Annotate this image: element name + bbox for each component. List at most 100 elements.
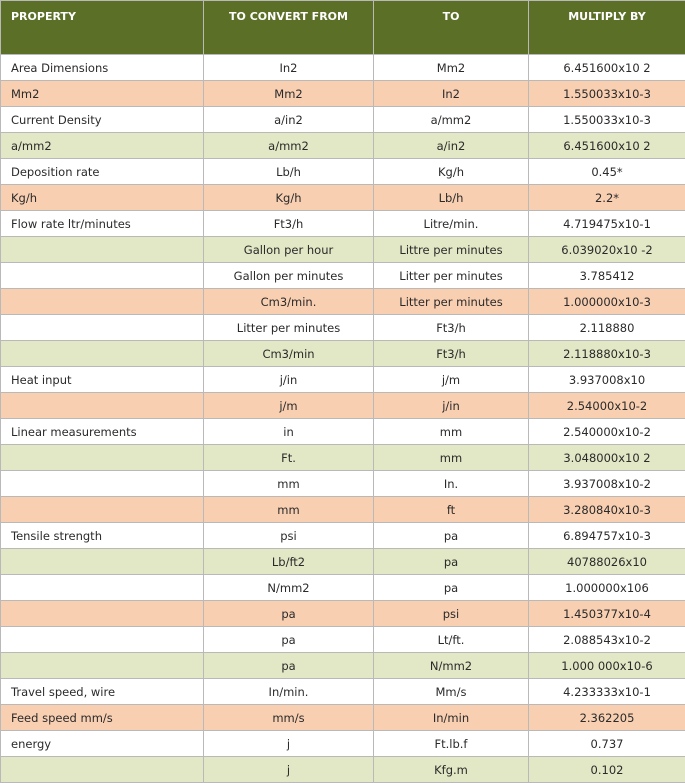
table-cell: pa <box>203 626 374 653</box>
table-cell: a/in2 <box>373 132 529 159</box>
table-cell <box>0 548 204 575</box>
table-cell: psi <box>373 600 529 627</box>
table-cell: N/mm2 <box>373 652 529 679</box>
table-cell: Gallon per hour <box>203 236 374 263</box>
table-cell: In/min <box>373 704 529 731</box>
table-cell: 6.039020x10 -2 <box>528 236 685 263</box>
table-cell: 3.937008x10-2 <box>528 470 685 497</box>
table-cell: Deposition rate <box>0 158 204 185</box>
table-row: a/mm2 a/mm2 a/in2 6.451600x10 2 <box>0 132 685 159</box>
table-row: Litter per minutes Ft3/h 2.118880 <box>0 314 685 341</box>
table-cell <box>0 392 204 419</box>
table-row: Gallon per hour Littre per minutes 6.03902… <box>0 236 685 263</box>
table-cell: 6.894757x10-3 <box>528 522 685 549</box>
header-row: PROPERTY TO CONVERT FROM TO MULTIPLY BY <box>0 0 685 55</box>
table-cell: Lt/ft. <box>373 626 529 653</box>
table-cell: mm <box>203 496 374 523</box>
table-row: energy j Ft.lb.f 0.737 <box>0 730 685 757</box>
table-cell: 0.102 <box>528 756 685 783</box>
table-cell: pa <box>203 652 374 679</box>
table-cell: 1.000 000x10-6 <box>528 652 685 679</box>
table-cell: Ft. <box>203 444 374 471</box>
table-row: j/m j/in 2.54000x10-2 <box>0 392 685 419</box>
table-cell: 3.280840x10-3 <box>528 496 685 523</box>
table-cell: 2.54000x10-2 <box>528 392 685 419</box>
table-row: Travel speed, wire In/min. Mm/s 4.233333x10… <box>0 678 685 705</box>
table-cell: N/mm2 <box>203 574 374 601</box>
table-cell: 3.785412 <box>528 262 685 289</box>
table-cell: pa <box>203 600 374 627</box>
table-cell: Ft3/h <box>373 340 529 367</box>
table-cell: Kg/h <box>373 158 529 185</box>
table-cell: 0.45* <box>528 158 685 185</box>
table-cell: j/m <box>373 366 529 393</box>
table-cell: 3.937008x10 <box>528 366 685 393</box>
table-row: pa psi 1.450377x10-4 <box>0 600 685 627</box>
table-row: pa Lt/ft. 2.088543x10-2 <box>0 626 685 653</box>
table-cell: Ft3/h <box>203 210 374 237</box>
table-cell: j <box>203 730 374 757</box>
header-cell: PROPERTY <box>0 0 204 55</box>
table-cell: j/m <box>203 392 374 419</box>
table-cell: 2.118880 <box>528 314 685 341</box>
table-cell: In2 <box>373 80 529 107</box>
table-cell: Current Density <box>0 106 204 133</box>
table-cell: In. <box>373 470 529 497</box>
table-cell: 6.451600x10 2 <box>528 54 685 81</box>
table-cell: mm/s <box>203 704 374 731</box>
table-cell: 2.362205 <box>528 704 685 731</box>
table-cell: j/in <box>203 366 374 393</box>
table-cell: 2.540000x10-2 <box>528 418 685 445</box>
table-cell: In2 <box>203 54 374 81</box>
table-cell: 3.048000x10 2 <box>528 444 685 471</box>
table-cell <box>0 444 204 471</box>
table-cell: Gallon per minutes <box>203 262 374 289</box>
table-cell: Flow rate ltr/minutes <box>0 210 204 237</box>
table-cell <box>0 626 204 653</box>
table-cell: 6.451600x10 2 <box>528 132 685 159</box>
table-row: mm ft 3.280840x10-3 <box>0 496 685 523</box>
table-row: Current Density a/in2 a/mm2 1.550033x10-3 <box>0 106 685 133</box>
table-cell: Litter per minutes <box>373 262 529 289</box>
table-cell: j <box>203 756 374 783</box>
table-cell <box>0 470 204 497</box>
table-cell <box>0 262 204 289</box>
table-cell: 1.000000x10-3 <box>528 288 685 315</box>
table-cell <box>0 496 204 523</box>
table-row: Gallon per minutes Litter per minutes 3.78… <box>0 262 685 289</box>
table-cell: pa <box>373 548 529 575</box>
table-row: Mm2 Mm2 In2 1.550033x10-3 <box>0 80 685 107</box>
table-cell: ft <box>373 496 529 523</box>
table-cell: In/min. <box>203 678 374 705</box>
table-cell: mm <box>373 444 529 471</box>
table-cell: a/in2 <box>203 106 374 133</box>
table-cell: Mm2 <box>373 54 529 81</box>
table-cell: pa <box>373 522 529 549</box>
table-cell: 40788026x10 <box>528 548 685 575</box>
table-cell <box>0 236 204 263</box>
table-cell: Lb/h <box>373 184 529 211</box>
table-row: Heat input j/in j/m 3.937008x10 <box>0 366 685 393</box>
table-cell: energy <box>0 730 204 757</box>
table-cell: Tensile strength <box>0 522 204 549</box>
table-cell: 2.118880x10-3 <box>528 340 685 367</box>
table-cell: a/mm2 <box>0 132 204 159</box>
table-row: Flow rate ltr/minutes Ft3/h Litre/min. 4.71… <box>0 210 685 237</box>
table-cell <box>0 574 204 601</box>
table-row: Area Dimensions In2 Mm2 6.451600x10 2 <box>0 54 685 81</box>
table-cell: a/mm2 <box>373 106 529 133</box>
table-body: Area Dimensions In2 Mm2 6.451600x10 2 Mm2 Mm2… <box>0 54 685 783</box>
table-row: Tensile strength psi pa 6.894757x10-3 <box>0 522 685 549</box>
table-cell: Litre/min. <box>373 210 529 237</box>
table-cell: Lb/h <box>203 158 374 185</box>
table-cell: Travel speed, wire <box>0 678 204 705</box>
table-cell <box>0 314 204 341</box>
table-cell <box>0 288 204 315</box>
table-row: Cm3/min. Litter per minutes 1.000000x10-3 <box>0 288 685 315</box>
table-row: Deposition rate Lb/h Kg/h 0.45* <box>0 158 685 185</box>
header-cell: TO <box>373 0 529 55</box>
table-cell: Mm2 <box>203 80 374 107</box>
table-cell: 1.550033x10-3 <box>528 80 685 107</box>
